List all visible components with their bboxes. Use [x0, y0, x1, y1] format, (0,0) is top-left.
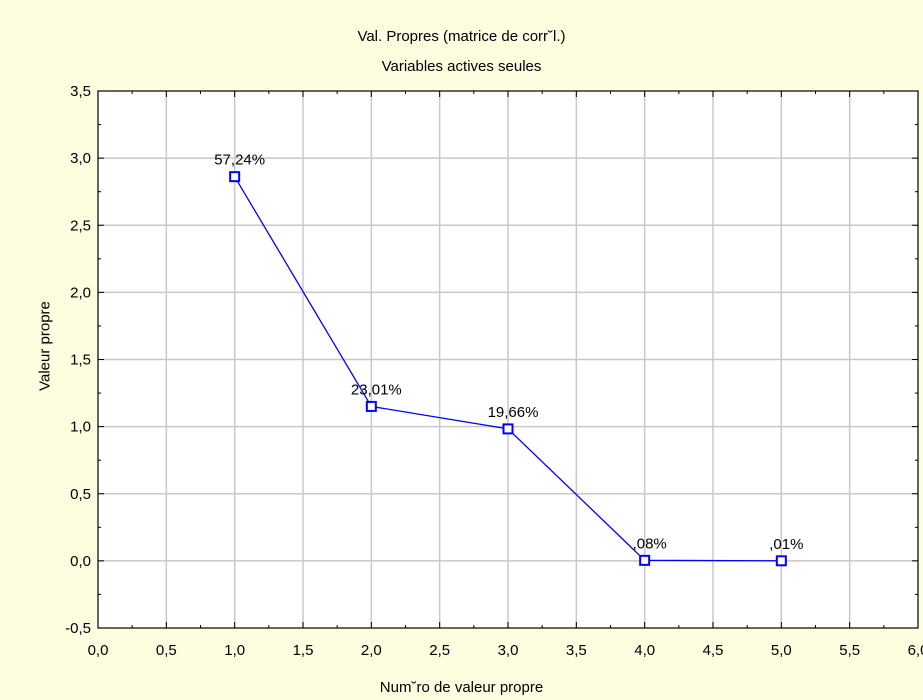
data-point [502, 423, 514, 435]
data-label: ,01% [769, 536, 803, 553]
data-label: 57,24% [214, 152, 265, 169]
x-tick-label: 5,5 [839, 642, 860, 659]
x-tick-label: 6,0 [908, 642, 923, 659]
data-label: 23,01% [351, 381, 402, 398]
x-axis-title: Num˘ro de valeur propre [379, 679, 544, 696]
x-tick-label: 4,0 [634, 642, 655, 659]
x-tick-label: 0,0 [88, 642, 109, 659]
y-tick-label: 1,0 [70, 419, 91, 436]
x-tick-label: 1,5 [293, 642, 314, 659]
data-point [639, 554, 651, 566]
y-tick-label: 0,0 [70, 553, 91, 570]
x-tick-label: 2,5 [429, 642, 450, 659]
y-tick-label: 3,5 [70, 83, 91, 100]
data-point [365, 400, 377, 412]
x-tick-label: 4,5 [703, 642, 724, 659]
y-tick-label: 2,0 [70, 284, 91, 301]
x-tick-label: 2,0 [361, 642, 382, 659]
y-tick-label: 3,0 [70, 150, 91, 167]
y-tick-label: -0,5 [65, 620, 91, 637]
y-tick-label: 0,5 [70, 486, 91, 503]
x-tick-label: 5,0 [771, 642, 792, 659]
y-axis-title: Valeur propre [36, 301, 54, 391]
x-tick-label: 3,0 [498, 642, 519, 659]
chart-subtitle: Variables actives seules [381, 58, 542, 75]
data-point [775, 555, 787, 567]
x-tick-label: 1,0 [224, 642, 245, 659]
data-label: ,08% [633, 535, 667, 552]
data-point [229, 171, 241, 183]
x-tick-label: 0,5 [156, 642, 177, 659]
y-tick-label: 2,5 [70, 217, 91, 234]
x-tick-label: 3,5 [566, 642, 587, 659]
data-label: 19,66% [488, 404, 539, 421]
chart-title: Val. Propres (matrice de corr˘l.) [357, 28, 566, 45]
y-tick-label: 1,5 [70, 352, 91, 369]
